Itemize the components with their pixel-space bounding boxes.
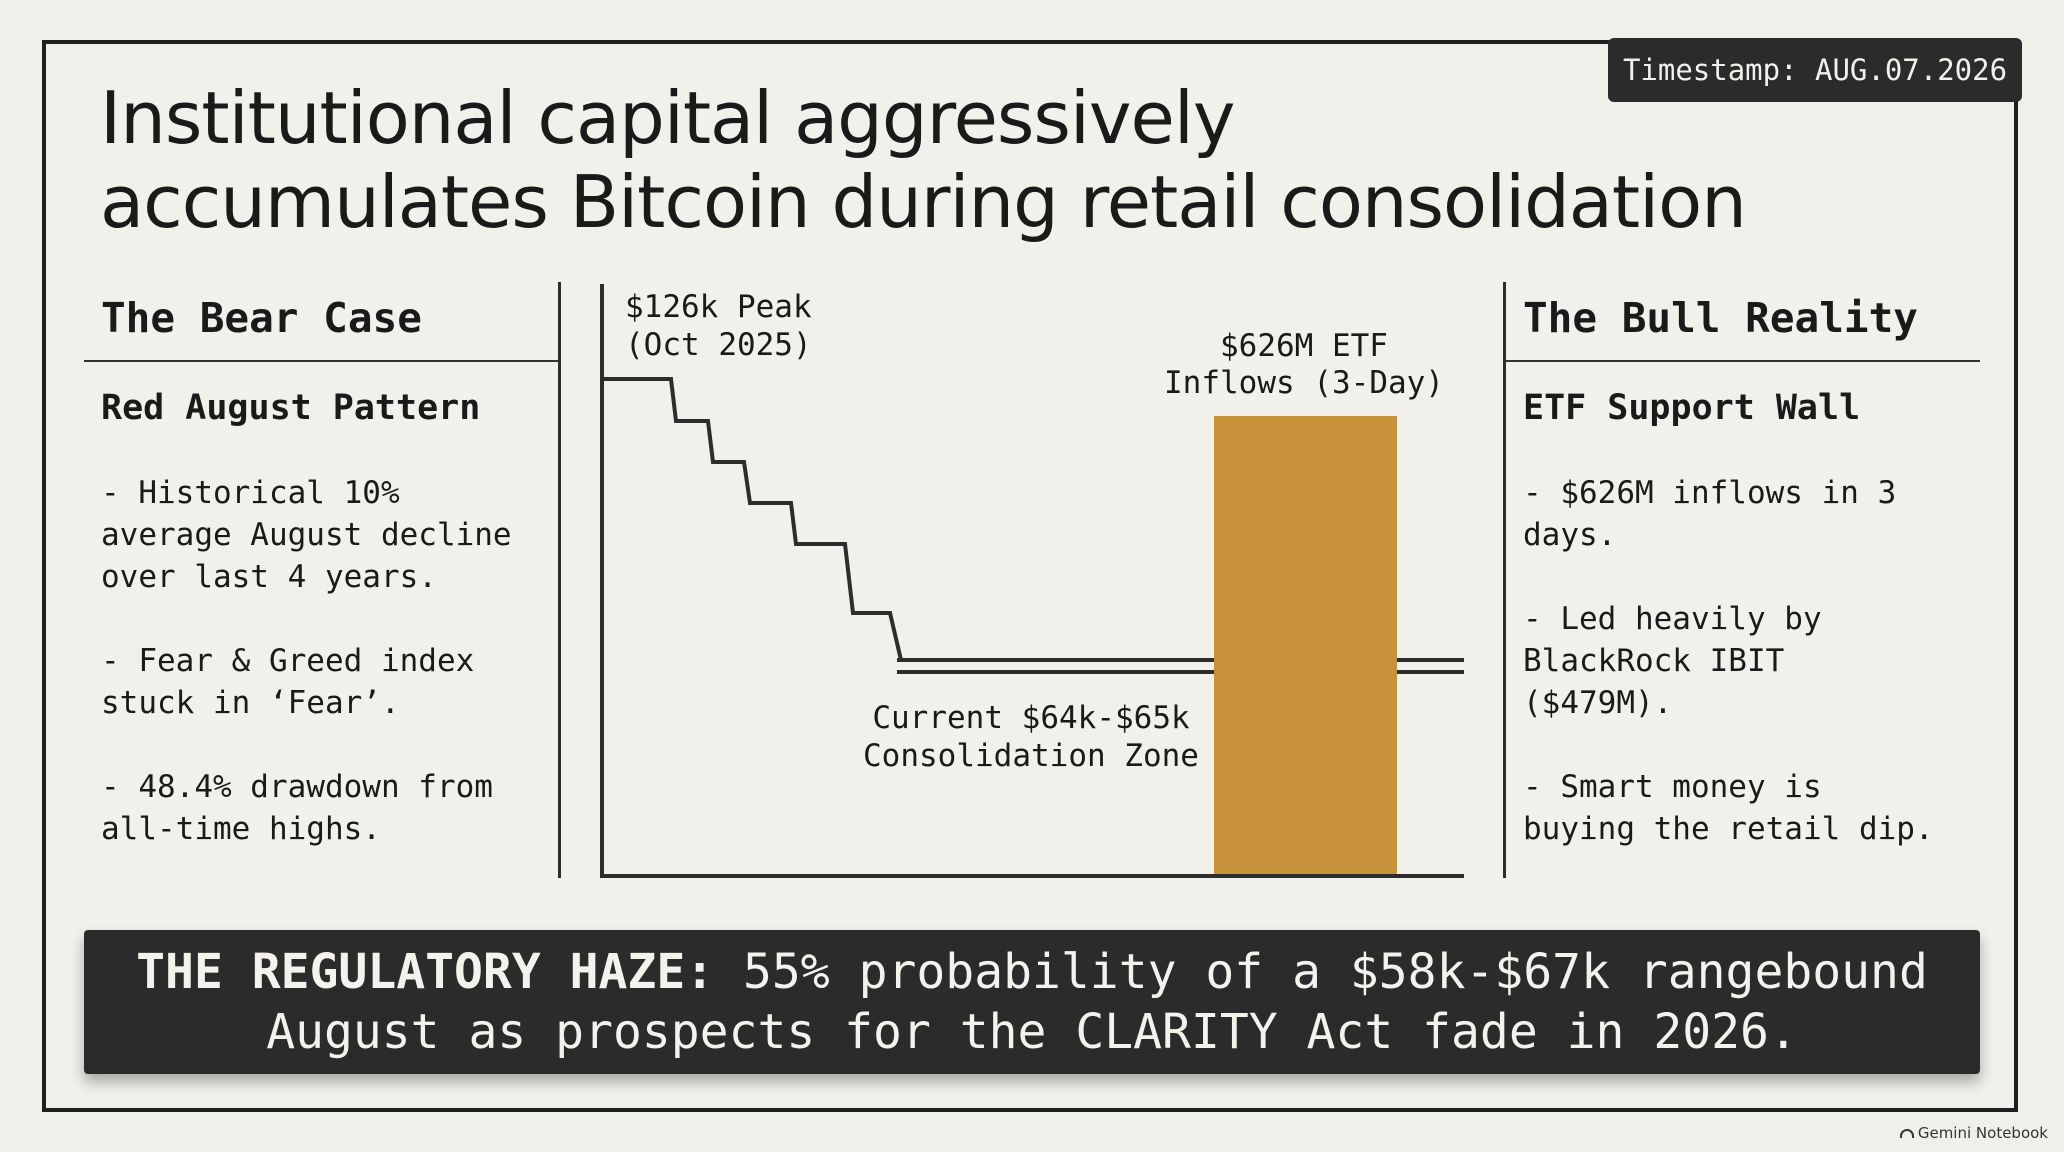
zone-label-line-1: Current $64k-$65k (872, 700, 1190, 736)
bar-label-line-2: Inflows (3-Day) (1164, 365, 1444, 401)
bull-bullet-2: - Led heavily by BlackRock IBIT ($479M). (1523, 601, 1822, 721)
bull-reality-panel: The Bull Reality ETF Support Wall - $626… (1506, 282, 1980, 892)
page-title: Institutional capital aggressively accum… (100, 76, 1800, 244)
peak-label-line-2: (Oct 2025) (625, 327, 812, 363)
banner-line-2: August as prospects for the CLARITY Act … (266, 1004, 1798, 1060)
regulatory-haze-banner: THE REGULATORY HAZE: 55% probability of … (84, 930, 1980, 1074)
gemini-notebook-icon (1899, 1128, 1914, 1138)
banner-line-1: THE REGULATORY HAZE: 55% probability of … (84, 942, 1980, 1002)
bear-case-list: - Historical 10% average August decline … (84, 472, 560, 850)
bear-bullet-1: - Historical 10% average August decline … (101, 475, 512, 595)
peak-label-line-1: $126k Peak (625, 289, 812, 325)
bear-bullet-3: - 48.4% drawdown from all-time highs. (101, 769, 493, 847)
bear-case-panel: The Bear Case Red August Pattern - Histo… (84, 282, 560, 892)
bull-bullet-1: - $626M inflows in 3 days. (1523, 475, 1897, 553)
divider-left (558, 282, 561, 878)
timestamp-badge: Timestamp: AUG.07.2026 (1608, 38, 2022, 102)
bull-reality-subheading: ETF Support Wall (1523, 388, 1861, 428)
bear-case-subheading: Red August Pattern (101, 388, 481, 428)
title-line-2: accumulates Bitcoin during retail consol… (100, 160, 1747, 244)
zone-label-line-2: Consolidation Zone (863, 738, 1199, 774)
banner-line-1-text: 55% probability of a $58k-$67k rangeboun… (714, 944, 1928, 1000)
banner-bold-label: THE REGULATORY HAZE: (136, 944, 715, 1000)
watermark-text: Gemini Notebook (1917, 1124, 2048, 1142)
price-chart: $126k Peak (Oct 2025) $626M ETF Inflows … (600, 284, 1464, 878)
bull-reality-heading: The Bull Reality (1506, 282, 1980, 362)
bull-reality-list: - $626M inflows in 3 days. - Led heavily… (1506, 472, 1980, 850)
watermark: Gemini Notebook (1899, 1124, 2048, 1142)
bar-label-line-1: $626M ETF (1220, 328, 1388, 364)
bull-bullet-3: - Smart money is buying the retail dip. (1523, 769, 1934, 847)
price-staircase-line (602, 377, 1215, 662)
etf-inflows-bar (1214, 416, 1397, 874)
title-line-1: Institutional capital aggressively (100, 76, 1235, 160)
divider-right (1503, 282, 1506, 878)
bear-bullet-2: - Fear & Greed index stuck in ‘Fear’. (101, 643, 475, 721)
bear-case-heading: The Bear Case (84, 282, 560, 362)
